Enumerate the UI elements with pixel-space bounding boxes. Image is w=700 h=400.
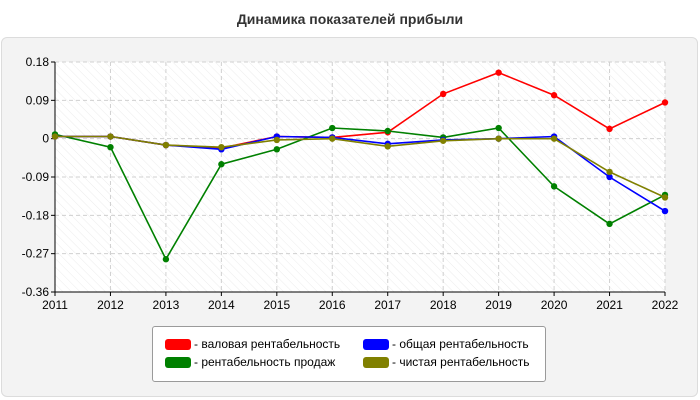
y-tick-label: 0: [42, 132, 49, 146]
data-point-net: [384, 143, 391, 150]
data-point-net: [107, 133, 114, 140]
legend: - валовая рентабельность - рентабельност…: [152, 326, 546, 382]
chart-title: Динамика показателей прибыли: [236, 11, 464, 27]
series-line-sales: [54, 127, 666, 261]
series-line-net: [55, 135, 666, 199]
legend-item-gross: - валовая рентабельность: [165, 336, 340, 352]
data-point-net: [162, 141, 170, 149]
y-tick-label: 0.18: [26, 55, 50, 69]
legend-label-net: - чистая рентабельность: [392, 355, 530, 369]
data-point-sales: [606, 220, 613, 228]
y-tick-label: -0.09: [22, 170, 50, 184]
data-point-net: [273, 136, 281, 144]
data-point-gross: [439, 90, 447, 98]
data-point-sales: [550, 183, 558, 190]
x-tick-label: 2014: [208, 298, 235, 312]
data-point-gross: [495, 69, 502, 76]
legend-label-gross: - валовая рентабельность: [194, 337, 341, 351]
x-tick-label: 2015: [263, 298, 290, 312]
x-tick-label: 2017: [374, 298, 401, 312]
x-tick-label: 2021: [596, 298, 623, 312]
x-tick-label: 2013: [153, 298, 180, 312]
legend-item-sales: - рентабельность продаж: [165, 354, 335, 370]
x-tick-label: 2022: [652, 298, 679, 312]
y-tick-label: -0.27: [22, 247, 50, 261]
data-point-sales: [495, 124, 502, 132]
data-point-net: [218, 143, 225, 151]
y-tick-label: -0.36: [22, 285, 50, 299]
data-point-sales: [107, 143, 114, 151]
data-point-sales: [218, 161, 225, 168]
data-point-gross: [661, 99, 669, 106]
x-tick-label: 2019: [485, 298, 512, 312]
data-point-sales: [329, 124, 336, 132]
data-point-gross: [606, 125, 613, 133]
data-point-net: [606, 168, 613, 176]
data-point-sales: [162, 256, 170, 263]
data-point-total: [661, 207, 669, 215]
data-point-net: [661, 194, 669, 201]
legend-swatch-sales: [165, 356, 191, 368]
x-tick-label: 2020: [541, 298, 568, 312]
data-point-net: [51, 133, 59, 140]
data-point-sales: [273, 146, 281, 153]
data-point-gross: [550, 92, 558, 99]
x-tick-label: 2018: [430, 298, 457, 312]
legend-item-total: - общая рентабельность: [363, 336, 529, 352]
y-tick-label: -0.18: [22, 208, 50, 222]
data-point-net: [550, 135, 558, 142]
legend-item-net: - чистая рентабельность: [363, 354, 529, 370]
legend-swatch-gross: [165, 338, 191, 350]
y-tick-label: 0.09: [26, 93, 50, 107]
data-point-net: [439, 137, 447, 144]
legend-swatch-net: [363, 356, 389, 368]
legend-label-total: - общая рентабельность: [392, 337, 529, 351]
data-point-net: [495, 135, 502, 142]
data-point-net: [329, 135, 336, 142]
data-point-sales: [384, 127, 391, 135]
data-point-total: [606, 173, 613, 181]
legend-label-sales: - рентабельность продаж: [194, 355, 336, 369]
legend-swatch-total: [363, 338, 389, 350]
x-tick-label: 2011: [42, 298, 68, 312]
x-tick-label: 2012: [97, 298, 124, 312]
x-tick-label: 2016: [319, 298, 346, 312]
